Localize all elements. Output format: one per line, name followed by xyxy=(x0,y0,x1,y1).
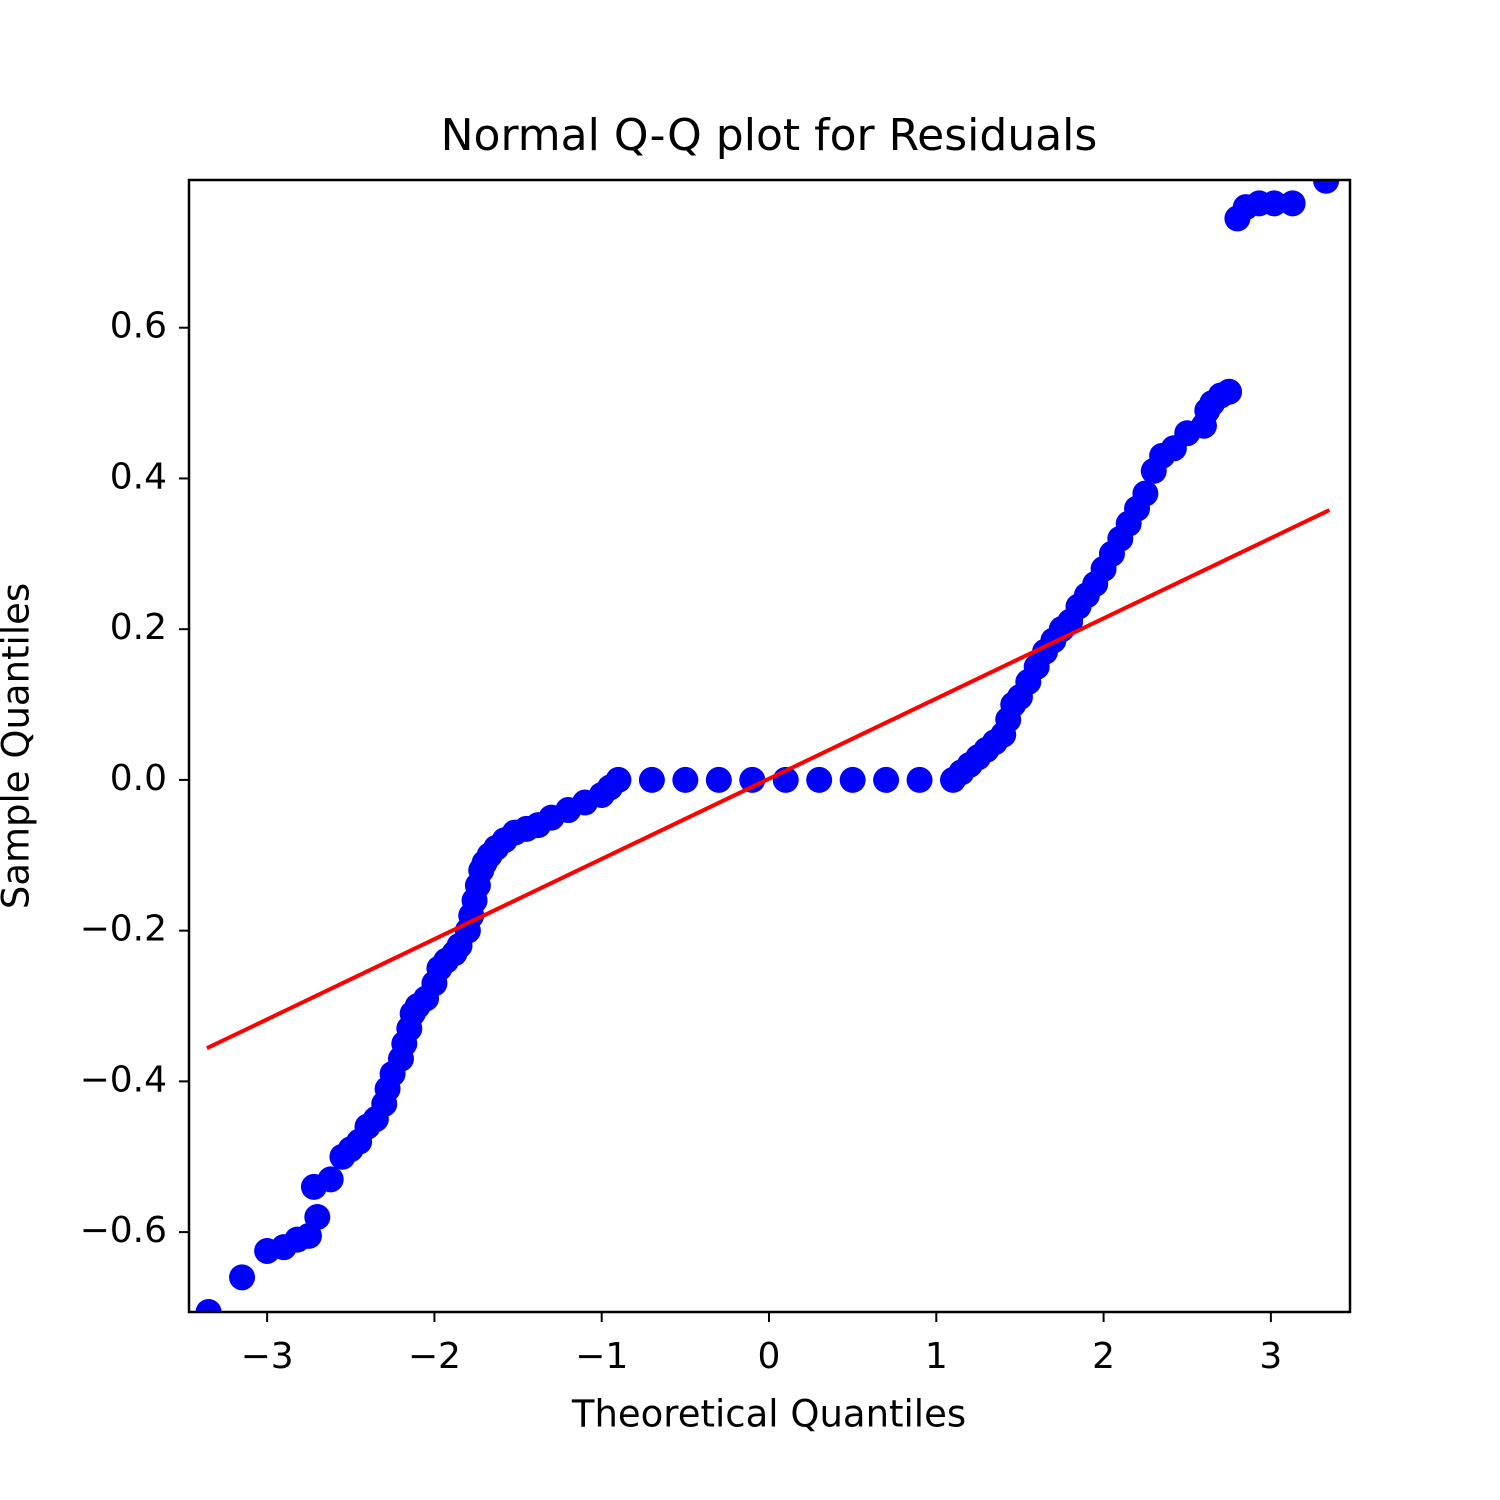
plot-area xyxy=(195,180,1340,1312)
y-tick-label: −0.6 xyxy=(80,1210,167,1251)
point xyxy=(638,766,665,793)
point xyxy=(317,1166,344,1193)
point xyxy=(1261,190,1288,217)
y-axis-label: Sample Quantiles xyxy=(0,583,38,909)
point xyxy=(739,766,766,793)
point xyxy=(705,766,732,793)
x-tick-label: 0 xyxy=(758,1336,781,1377)
point xyxy=(839,766,866,793)
x-tick-label: 3 xyxy=(1259,1336,1282,1377)
y-tick-label: −0.4 xyxy=(80,1059,167,1100)
y-tick-label: 0.2 xyxy=(110,607,167,648)
chart-title: Normal Q-Q plot for Residuals xyxy=(441,110,1098,161)
point xyxy=(304,1204,331,1231)
reference-line xyxy=(206,508,1331,1051)
point xyxy=(1279,190,1306,217)
x-tick-label: −1 xyxy=(575,1336,628,1377)
x-axis-label: Theoretical Quantiles xyxy=(571,1393,966,1436)
point xyxy=(1216,378,1243,405)
point xyxy=(195,1299,222,1312)
point xyxy=(1313,180,1340,194)
x-tick-label: −2 xyxy=(408,1336,461,1377)
point xyxy=(873,766,900,793)
y-tick-label: 0.6 xyxy=(110,306,167,347)
x-tick-label: 2 xyxy=(1092,1336,1115,1377)
y-tick-label: 0.4 xyxy=(110,456,167,497)
point xyxy=(806,766,833,793)
y-tick-label: −0.2 xyxy=(80,909,167,950)
x-tick-label: 1 xyxy=(925,1336,948,1377)
point xyxy=(906,766,933,793)
point xyxy=(1132,480,1159,507)
y-tick-label: 0.0 xyxy=(110,758,167,799)
point xyxy=(672,766,699,793)
x-tick-label: −3 xyxy=(241,1336,294,1377)
point xyxy=(229,1264,256,1291)
point xyxy=(605,766,632,793)
